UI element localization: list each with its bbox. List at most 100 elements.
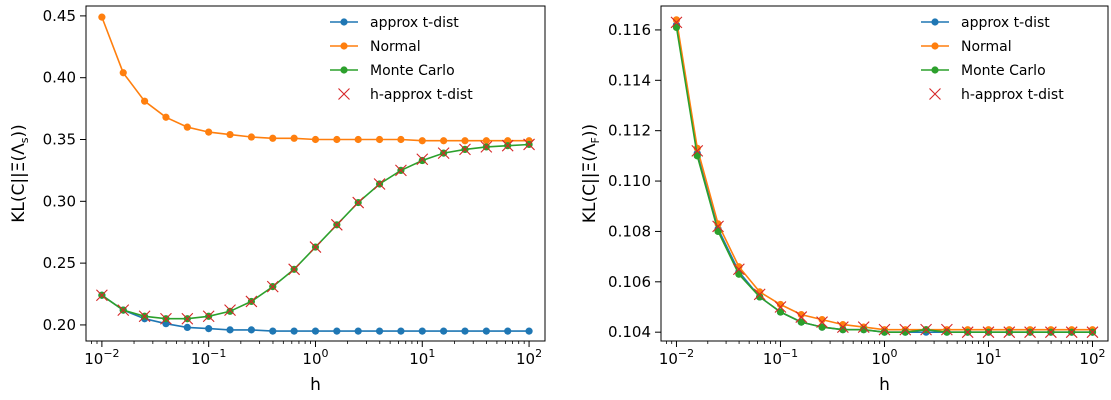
data-point [290, 327, 298, 335]
data-point-x [160, 312, 172, 325]
y-tick-label: 0.104 [608, 323, 651, 341]
data-point [354, 327, 362, 335]
data-point-x [138, 310, 151, 323]
y-tick-label: 0.20 [43, 316, 76, 334]
y-tick-label: 0.45 [43, 7, 76, 25]
legend-marker [338, 88, 350, 100]
legend-label: Normal [961, 39, 1012, 55]
x-tick-base: 10 [84, 350, 103, 368]
y-tick-label: 0.114 [608, 71, 651, 89]
data-point-x [95, 289, 108, 302]
data-point [839, 326, 847, 334]
data-point [776, 308, 785, 316]
x-tick-exponent: 2 [535, 347, 542, 360]
y-axis-label: KL(C||Ξ(ΛF)) [580, 124, 602, 223]
x-tick-base: 10 [302, 350, 321, 368]
x-tick-label: 100 [302, 347, 328, 368]
x-tick-base: 10 [871, 350, 890, 368]
data-point [418, 327, 426, 335]
data-point [269, 327, 277, 335]
data-point [797, 310, 805, 319]
data-point [672, 23, 681, 32]
data-point-x [795, 311, 808, 323]
y-axis-label-end: )) [580, 124, 600, 137]
data-point-x [920, 323, 932, 336]
data-point [226, 307, 234, 315]
data-point [525, 327, 533, 335]
y-tick-label: 0.25 [43, 254, 76, 272]
x-tick-base: 10 [1079, 350, 1098, 368]
data-point [461, 327, 469, 335]
data-point-x [330, 218, 343, 231]
data-point-x [501, 139, 514, 152]
legend-marker [931, 42, 939, 50]
data-point [860, 326, 868, 334]
data-point [205, 325, 213, 333]
data-point-x [1065, 326, 1078, 339]
y-axis-label: KL(C||Ξ(Λs)) [9, 124, 31, 223]
x-tick-exponent: 1 [995, 347, 1002, 360]
data-point-x [309, 241, 322, 253]
data-point [226, 326, 234, 334]
legend-marker [931, 66, 939, 74]
x-tick-exponent: −2 [103, 347, 119, 360]
data-point-x [899, 323, 912, 336]
y-tick-label: 0.116 [608, 21, 651, 39]
data-point [375, 327, 384, 335]
data-point [247, 133, 255, 141]
x-tick-label: 101 [975, 347, 1001, 368]
data-point-x [459, 143, 471, 156]
y-tick-label: 0.110 [608, 172, 651, 190]
data-point [141, 97, 149, 105]
data-point [290, 134, 298, 142]
axes-frame [660, 5, 1109, 342]
legend-label: approx t-dist [961, 15, 1050, 31]
y-axis-label-end: )) [9, 124, 29, 137]
y-tick-label: 0.35 [43, 131, 76, 149]
data-point-x [1044, 326, 1057, 339]
legend-label: Monte Carlo [370, 63, 455, 79]
data-point-x [117, 304, 130, 316]
data-point [693, 152, 701, 160]
data-point [247, 326, 255, 334]
data-point [183, 323, 191, 332]
data-point [482, 327, 490, 335]
plot-area [670, 16, 1099, 339]
data-point [375, 135, 384, 144]
data-point [504, 327, 512, 335]
data-point [818, 315, 826, 324]
data-point-x [732, 263, 745, 276]
data-point [333, 327, 341, 335]
x-tick-base: 10 [516, 350, 535, 368]
y-axis-label-subscript: F [589, 137, 602, 143]
data-point [98, 13, 106, 21]
legend-label: Normal [370, 39, 421, 55]
data-point-x [961, 326, 974, 339]
y-tick-label: 0.30 [43, 192, 76, 210]
data-point [397, 327, 405, 335]
x-tick-exponent: −1 [782, 347, 798, 360]
data-point [901, 328, 909, 336]
data-point [354, 135, 362, 144]
data-point [119, 69, 127, 77]
right-chart: 10−2 10−1 100 101 1020.1040.1060.1080.1100.1… [580, 5, 1109, 395]
x-tick-label: 10−1 [191, 347, 226, 368]
data-point-x [266, 280, 279, 293]
x-tick-exponent: 1 [428, 347, 435, 360]
series-line [101, 16, 530, 142]
y-tick-label: 0.40 [43, 69, 76, 87]
data-point [311, 327, 320, 335]
legend: approx t-dist Normal Monte Carlo h-approx t… [921, 15, 1064, 103]
legend-marker [340, 66, 348, 74]
data-point-x [373, 178, 386, 190]
data-point-x [480, 141, 493, 153]
data-point [756, 288, 764, 296]
y-tick-label: 0.106 [608, 273, 651, 291]
data-point [880, 328, 889, 336]
axes-frame [85, 5, 546, 342]
data-point-x [202, 310, 215, 323]
data-point-x [1003, 326, 1016, 339]
x-tick-label: 102 [516, 347, 542, 368]
data-point [162, 113, 170, 121]
data-point [183, 123, 191, 131]
